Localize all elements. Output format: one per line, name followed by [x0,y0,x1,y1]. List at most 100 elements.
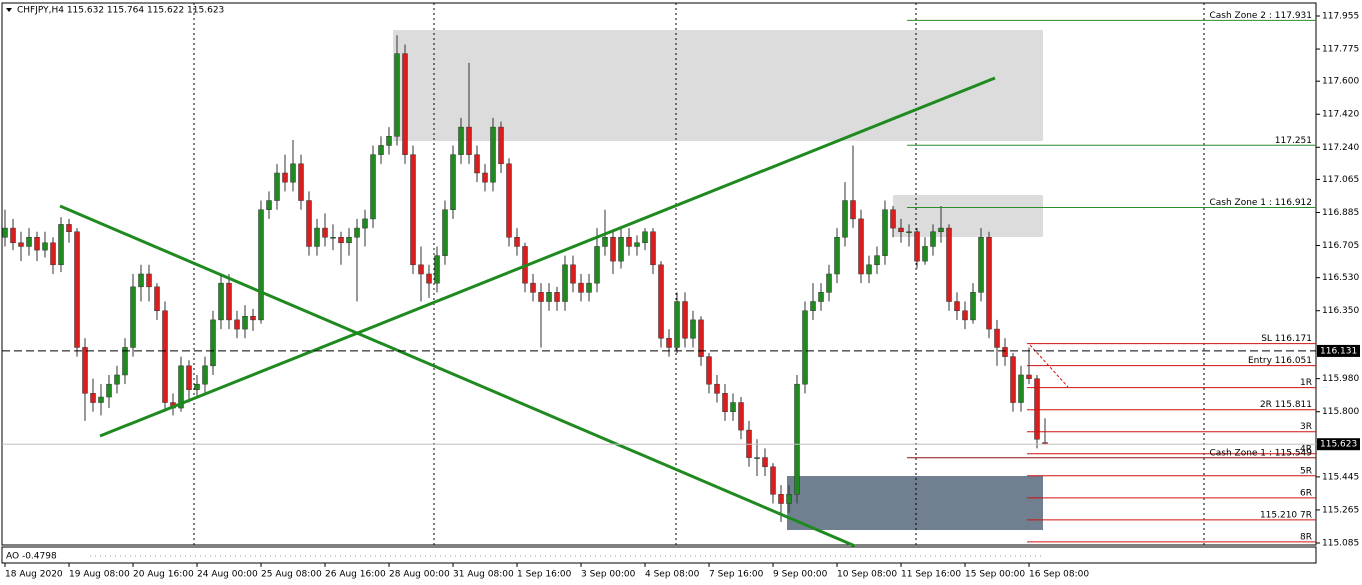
candle-body [130,286,136,348]
level-label: Entry 116.051 [1248,356,1312,366]
candle-body [426,273,432,284]
candle-body [874,255,880,266]
x-tick-label: 28 Aug 00:00 [389,570,450,580]
y-tick-label: 117.065 [1322,175,1359,185]
candle-body [90,393,96,403]
candle-body [882,209,888,256]
x-tick-label: 1 Sep 16:00 [517,570,572,580]
level-label: 8R [1300,532,1312,542]
candle-body [82,347,88,394]
level-label: 115.210 7R [1260,510,1312,520]
candle-body [954,301,960,311]
candle-body [410,154,416,266]
bid-label: 116.131 [1320,346,1357,356]
candle-body [26,237,32,247]
candle-body [114,374,120,385]
y-tick-label: 115.085 [1322,539,1359,549]
level-label: SL 116.171 [1261,334,1312,344]
supply-zone [893,195,1043,237]
candle-body [914,231,920,262]
candle-body [858,218,864,275]
candle-body [482,172,488,183]
candle-body [354,227,360,238]
candle-body [626,237,632,247]
candle-body [2,227,8,238]
x-tick-label: 26 Aug 16:00 [325,570,386,580]
candle-body [210,319,216,367]
candle-body [434,255,440,284]
candle-body [322,227,328,238]
y-tick-label: 117.775 [1322,45,1359,55]
candle-body [474,154,480,174]
level-label: 5R [1300,466,1312,476]
level-label: 4R [1300,444,1312,454]
candle-body [1018,374,1024,403]
candle-body [970,292,976,321]
candle-body [650,231,656,266]
x-tick-label: 20 Aug 16:00 [133,570,194,580]
y-tick-label: 115.980 [1322,374,1359,384]
candle-body [898,227,904,233]
candle-body [506,163,512,238]
candle-body [698,319,704,357]
candle-body [946,227,952,302]
candle-body [1002,347,1008,357]
x-tick-label: 31 Aug 08:00 [453,570,514,580]
candle-body [922,246,928,262]
candle-body [682,301,688,339]
x-tick-label: 16 Sep 08:00 [1029,570,1089,580]
candle-body [586,282,592,293]
level-label: 2R 115.811 [1260,400,1312,410]
supply-zone [393,30,1043,141]
bid-box [1317,344,1360,357]
y-tick-label: 117.600 [1322,77,1359,87]
candle-body [618,237,624,262]
candle-body [58,224,64,266]
candle-body [1034,378,1040,440]
y-tick-label: 116.885 [1322,208,1359,218]
candle-body [514,237,520,247]
candle-body [570,264,576,284]
candle-body [834,237,840,275]
candle-body [1026,374,1032,379]
candle-body [770,466,776,495]
candle-body [794,383,800,495]
candle-body [810,301,816,311]
candle-body [1010,356,1016,403]
candle-body [602,237,608,247]
candle-body [146,273,152,288]
candle-body [346,237,352,244]
candle-body [890,209,896,229]
trendline [59,204,856,548]
level-label: 3R [1300,422,1312,432]
candle-body [498,126,504,165]
last-label: 115.623 [1320,440,1357,450]
candle-body [842,200,848,238]
x-tick-label: 19 Aug 08:00 [69,570,130,580]
candle-body [850,200,856,220]
indicator-frame [1,546,1317,564]
candle-body [378,145,384,155]
candle-body [994,328,1000,348]
candle-body [562,264,568,302]
candle-body [74,231,80,348]
candle-body [442,209,448,256]
level-label: Cash Zone 1 : 115.549 [1209,448,1312,458]
x-tick-label: 3 Sep 00:00 [581,570,636,580]
y-tick-label: 117.955 [1322,12,1359,22]
candle-body [154,286,160,311]
candle-body [962,310,968,321]
risk-line [1029,344,1069,388]
candle-body [986,237,992,330]
candle-body [234,319,240,330]
candles [2,35,1048,522]
candle-body [42,242,48,251]
candle-body [122,347,128,376]
candle-body [10,227,16,244]
candle-body [490,126,496,183]
candle-body [18,242,24,247]
x-tick-label: 24 Aug 00:00 [197,570,258,580]
candle-body [50,242,56,266]
candle-body [162,310,168,403]
candle-body [362,218,368,229]
